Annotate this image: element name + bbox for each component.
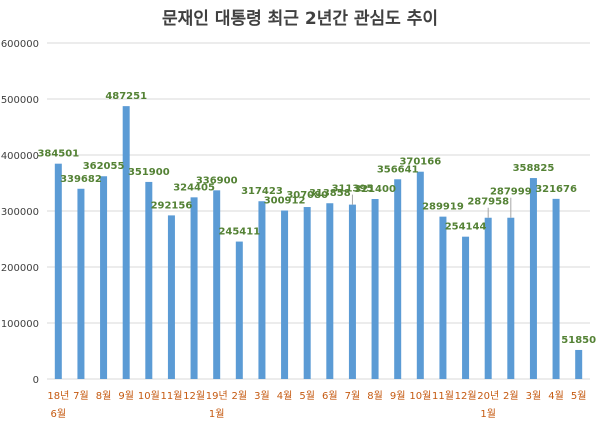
data-label: 384501	[37, 149, 79, 160]
x-tick-label: 10월	[138, 390, 160, 402]
bar	[54, 163, 62, 379]
bar	[484, 217, 492, 379]
bar	[552, 198, 560, 379]
bar	[303, 207, 311, 379]
x-tick-label: 11월	[160, 390, 182, 402]
data-label: 287999	[490, 187, 532, 198]
bar	[213, 190, 221, 379]
data-label: 321400	[354, 184, 396, 195]
data-label: 300912	[264, 195, 306, 206]
bar	[394, 179, 402, 379]
bar	[235, 241, 243, 379]
data-label: 317423	[241, 186, 283, 197]
x-tick-label: 2월	[232, 390, 248, 402]
data-label: 356641	[377, 164, 419, 175]
data-label: 289919	[422, 202, 464, 213]
data-label: 362055	[83, 161, 125, 172]
bar	[371, 199, 379, 379]
y-tick-label: 200000	[1, 263, 39, 274]
bar	[258, 201, 266, 379]
data-label: 292156	[151, 200, 193, 211]
x-tick-label: 2월	[503, 390, 519, 402]
data-label: 324405	[173, 182, 215, 193]
y-tick-label: 100000	[1, 319, 39, 330]
x-tick-label: 12월	[455, 390, 477, 402]
y-tick-label: 300000	[1, 207, 39, 218]
x-tick-label: 7월	[345, 390, 361, 402]
data-label: 370166	[399, 157, 441, 168]
bar	[326, 203, 334, 379]
bars	[54, 106, 583, 380]
data-label: 245411	[218, 227, 260, 238]
bar	[348, 204, 356, 379]
data-label: 307080	[286, 190, 328, 201]
x-tick-label: 12월	[183, 390, 205, 402]
y-tick-label: 500000	[1, 95, 39, 106]
x-tick-label: 7월	[73, 390, 89, 402]
data-label: 358825	[513, 163, 555, 174]
bar	[507, 217, 515, 379]
data-label: 51850	[561, 335, 596, 346]
x-tick-label: 8월	[96, 390, 112, 402]
bar	[167, 215, 175, 379]
x-tick-label: 6월	[322, 390, 338, 402]
bar	[281, 210, 289, 379]
x-tick-label: 11월	[432, 390, 454, 402]
bar	[77, 188, 85, 379]
x-tick-label: 3월	[526, 390, 542, 402]
data-label: 311395	[332, 184, 374, 195]
x-tick-label: 4월	[548, 390, 564, 402]
bar	[529, 178, 537, 379]
bar	[439, 216, 447, 379]
x-tick-label: 9월	[390, 390, 406, 402]
data-label: 339682	[60, 174, 102, 185]
bar	[462, 236, 470, 379]
x-tick-label: 4월	[277, 390, 293, 402]
x-tick-label: 5월	[299, 390, 315, 402]
y-axis-tick-labels: 0 100000 200000 300000 400000 500000 600000	[1, 39, 39, 386]
x-tick-label: 20년	[477, 390, 499, 402]
bar	[122, 106, 130, 380]
chart-title: 문재인 대통령 최근 2년간 관심도 추이	[162, 8, 438, 29]
data-label: 487251	[105, 91, 147, 102]
data-label: 254144	[445, 222, 487, 233]
y-tick-label: 0	[33, 375, 39, 386]
bar	[416, 171, 424, 379]
y-tick-label: 600000	[1, 39, 39, 50]
bar	[145, 181, 153, 379]
bar	[575, 349, 583, 379]
data-labels: 384501 339682 362055 487251 351900 292156 3244…	[37, 91, 596, 346]
data-label: 287958	[467, 197, 509, 208]
data-label: 336900	[196, 175, 238, 186]
y-tick-label: 400000	[1, 151, 39, 162]
bar	[190, 197, 198, 379]
x-tick-label-line2: 1월	[480, 408, 496, 420]
gridlines	[47, 42, 590, 380]
x-tick-label: 8월	[367, 390, 383, 402]
x-tick-label-line2: 1월	[209, 408, 225, 420]
x-tick-label-line2: 6월	[51, 408, 67, 420]
x-tick-label: 19년	[206, 390, 228, 402]
x-tick-label: 5월	[571, 390, 587, 402]
data-label: 313858	[309, 188, 351, 199]
x-tick-label: 10월	[409, 390, 431, 402]
data-label: 321676	[535, 184, 577, 195]
bar	[100, 176, 108, 379]
x-tick-label: 18년	[47, 390, 69, 402]
x-tick-label: 3월	[254, 390, 270, 402]
data-label: 351900	[128, 167, 170, 178]
x-tick-label: 9월	[118, 390, 134, 402]
